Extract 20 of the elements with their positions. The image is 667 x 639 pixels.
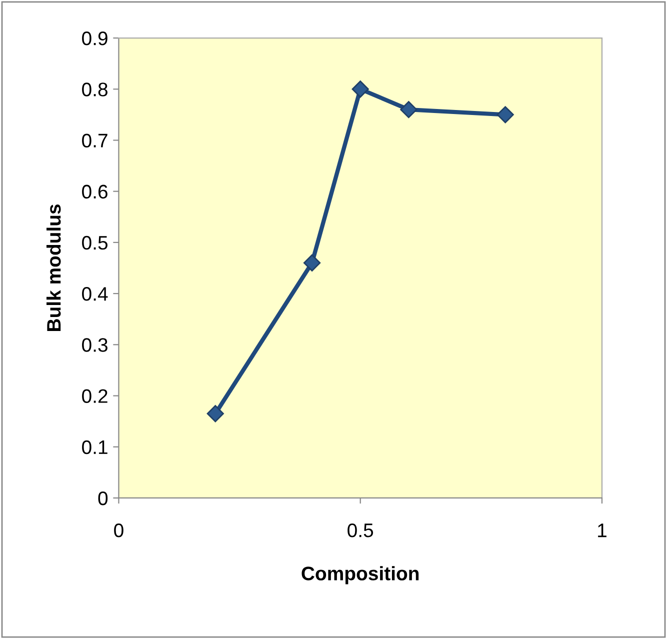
point xyxy=(303,254,321,272)
y-axis-title: Bulk modulus xyxy=(46,204,61,331)
y-tick-label: 0.1 xyxy=(82,440,108,454)
point xyxy=(496,106,514,124)
y-tick-label: 0.9 xyxy=(82,31,108,46)
y-tick-label: 0 xyxy=(98,491,108,506)
y-tick-label: 0.2 xyxy=(82,389,108,403)
y-tick-label: 0.5 xyxy=(82,236,108,250)
x-tick-label: 0 xyxy=(114,523,124,538)
y-tick-label: 0.7 xyxy=(82,134,108,148)
point xyxy=(400,101,418,118)
point xyxy=(352,80,369,98)
y-tick-label: 0.4 xyxy=(82,287,108,301)
x-tick-label: 0.5 xyxy=(348,523,374,538)
y-tick-label: 0.8 xyxy=(82,82,108,96)
y-tick-label: 0.3 xyxy=(82,338,108,352)
y-tick-label: 0.6 xyxy=(82,184,108,199)
x-axis-title: Composition xyxy=(302,566,419,584)
point xyxy=(206,405,224,422)
x-tick-label: 1 xyxy=(598,524,606,538)
